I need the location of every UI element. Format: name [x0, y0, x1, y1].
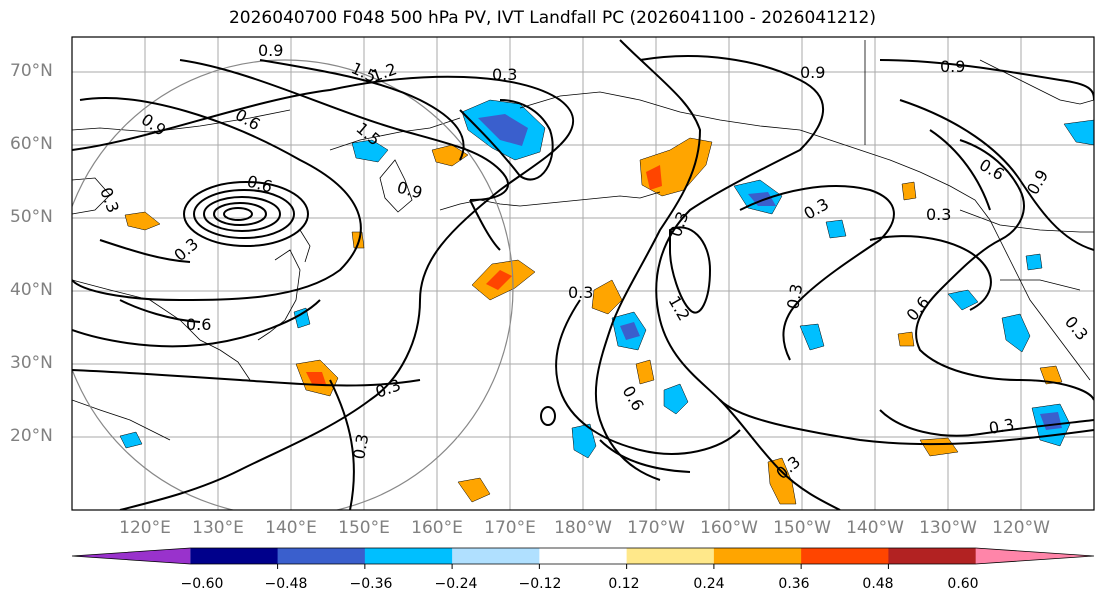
contour-label: 0.3: [926, 205, 951, 224]
ivt-negative-core: [620, 322, 640, 340]
colorbar-segment: [888, 548, 977, 564]
ivt-positive-patch: [901, 181, 917, 201]
colorbar-ticks: [277, 564, 889, 569]
contour-label: 0.3: [492, 65, 517, 84]
ivt-negative-patch: [119, 431, 143, 449]
ivt-positive-core: [306, 372, 326, 384]
colorbar-tick-label: 0.36: [778, 576, 810, 592]
ivt-negative-patch: [1025, 253, 1043, 271]
lat-label-60n: 60°N: [10, 134, 53, 154]
pv-contours: [72, 39, 1094, 510]
lat-label-40n: 40°N: [10, 280, 53, 300]
contour-label: 0.6: [186, 315, 211, 334]
ivt-shading: [119, 99, 1094, 505]
lat-label-50n: 50°N: [10, 207, 53, 227]
lat-label-30n: 30°N: [10, 353, 53, 373]
lat-label-70n: 70°N: [10, 61, 53, 81]
colorbar-segment: [801, 548, 889, 564]
map-title: 2026040700 F048 500 hPa PV, IVT Landfall…: [228, 8, 876, 28]
lon-label-170e: 170°E: [484, 518, 536, 538]
contour-label: 0.9: [800, 63, 825, 82]
colorbar-segment: [190, 548, 279, 564]
ivt-positive-patch: [767, 457, 797, 505]
contour-label: 0.9: [940, 57, 965, 76]
lon-label-120w: 120°W: [992, 518, 1050, 538]
ivt-positive-patch: [1039, 365, 1063, 385]
lon-label-150e: 150°E: [338, 518, 390, 538]
ivt-positive-patch: [124, 211, 161, 231]
ivt-negative-patch: [571, 423, 597, 459]
lon-label-160e: 160°E: [411, 518, 463, 538]
ivt-positive-patch: [457, 477, 491, 503]
colorbar-segment: [539, 548, 628, 564]
ivt-positive-core: [486, 270, 512, 290]
lon-label-170w: 170°W: [627, 518, 685, 538]
colorbar-segment: [277, 548, 366, 564]
colorbar: [71, 547, 1095, 565]
ivt-negative-core: [748, 192, 776, 206]
colorbar-extend-low: [72, 548, 191, 564]
colorbar-segment: [364, 548, 453, 564]
contour-label: 0.3: [568, 283, 593, 302]
colorbar-segment: [626, 548, 715, 564]
ivt-positive-patch: [591, 279, 623, 315]
ivt-negative-core: [478, 114, 528, 146]
lon-label-150w: 150°W: [773, 518, 831, 538]
colorbar-tick-label: 0.60: [947, 576, 979, 592]
colorbar-tick-label: −0.24: [434, 576, 478, 592]
lon-label-130e: 130°E: [192, 518, 244, 538]
colorbar-tick-label: 0.24: [693, 576, 725, 592]
ivt-positive-patch: [635, 359, 655, 385]
ivt-negative-patch: [293, 307, 311, 329]
ivt-negative-patch: [799, 323, 825, 351]
ivt-negative-patch: [1063, 119, 1094, 146]
contour-label: 0.3: [783, 282, 806, 310]
landfall-radius-circle: [72, 59, 514, 510]
colorbar-segment: [452, 548, 540, 564]
ivt-positive-patch: [919, 437, 959, 457]
lon-label-160w: 160°W: [700, 518, 758, 538]
colorbar-segment: [713, 548, 802, 564]
contour-label: 0.3: [349, 432, 372, 460]
ivt-positive-patch: [431, 144, 469, 167]
ivt-positive-patch: [897, 331, 915, 347]
colorbar-tick-label: −0.36: [349, 576, 393, 592]
colorbar-tick-label: 0.12: [608, 576, 640, 592]
ivt-negative-patch: [351, 139, 389, 163]
ivt-negative-patch: [825, 219, 847, 239]
lon-label-140w: 140°W: [846, 518, 904, 538]
ivt-positive-core: [646, 165, 662, 190]
lon-label-130w: 130°W: [919, 518, 977, 538]
lat-label-20n: 20°N: [10, 426, 53, 446]
colorbar-extend-high: [975, 548, 1094, 564]
lon-label-180w: 180°W: [554, 518, 612, 538]
contour-label: 0.9: [258, 41, 283, 60]
lon-label-120e: 120°E: [119, 518, 171, 538]
lon-label-140e: 140°E: [265, 518, 317, 538]
ivt-negative-patch: [947, 289, 979, 311]
ivt-negative-patch: [1001, 313, 1031, 353]
map-frame: [71, 36, 1095, 511]
colorbar-tick-label: 0.48: [862, 576, 894, 592]
colorbar-outline: [71, 547, 1095, 565]
ivt-negative-patch: [663, 383, 689, 415]
coastlines: [72, 40, 1094, 441]
colorbar-tick-label: −0.60: [180, 576, 224, 592]
colorbar-tick-label: −0.12: [518, 576, 562, 592]
colorbar-tick-label: −0.48: [264, 576, 308, 592]
contour-label: 0.3: [987, 415, 1015, 438]
